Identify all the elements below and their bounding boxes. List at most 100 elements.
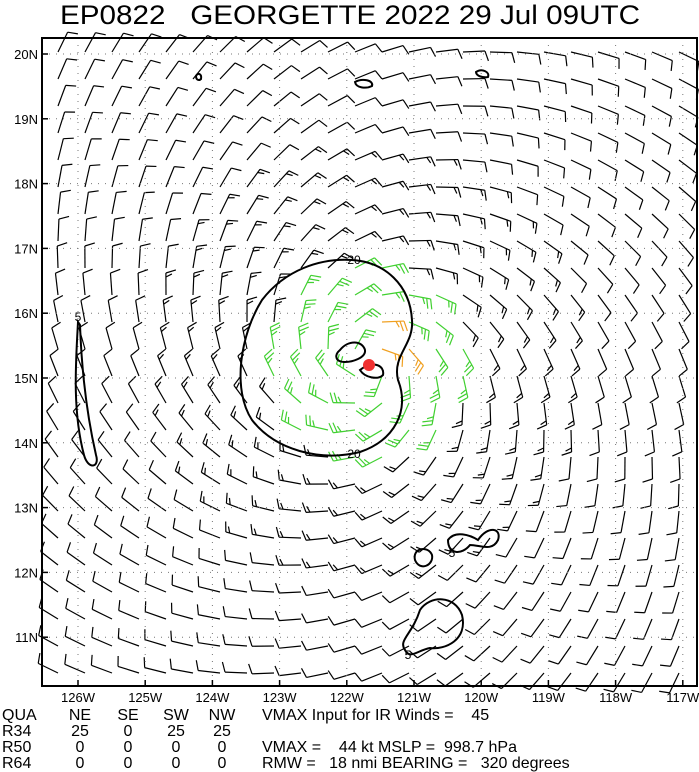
barb-feather xyxy=(178,404,186,414)
barb-feather xyxy=(536,424,547,430)
barb-staff xyxy=(109,273,113,296)
barb-feather xyxy=(522,339,531,349)
barb-staff xyxy=(450,483,464,503)
barb-staff xyxy=(273,144,291,161)
barb-feather xyxy=(212,353,218,360)
barb-feather xyxy=(37,652,41,664)
barb-feather xyxy=(399,291,405,302)
barb-feather xyxy=(147,139,158,142)
barb-staff xyxy=(173,499,194,512)
barb-feather xyxy=(540,420,547,426)
barb-staff xyxy=(489,132,512,137)
barb-feather xyxy=(103,348,113,357)
barb-staff xyxy=(570,132,592,142)
barb-staff xyxy=(198,642,221,647)
barb-feather xyxy=(589,451,600,457)
barb-feather xyxy=(417,495,425,499)
barb-feather xyxy=(674,423,684,431)
barb-feather xyxy=(497,338,505,349)
barb-staff xyxy=(224,671,248,674)
barb-staff xyxy=(641,672,653,693)
barb-feather xyxy=(275,297,287,301)
barb-feather xyxy=(389,466,397,470)
barb-feather xyxy=(477,307,482,318)
barb-feather xyxy=(668,505,679,510)
barb-staff xyxy=(362,429,383,442)
barb-feather xyxy=(644,451,655,457)
barb-feather xyxy=(540,396,551,404)
barb-feather xyxy=(121,85,133,89)
table-cell: R50 xyxy=(2,739,31,756)
barb-feather xyxy=(188,326,195,332)
barb-staff xyxy=(641,645,653,667)
barb-feather xyxy=(291,352,301,361)
barb-feather xyxy=(65,570,70,581)
barb-feather xyxy=(391,417,402,421)
barb-staff xyxy=(678,402,685,425)
barb-staff xyxy=(279,618,302,622)
barb-feather xyxy=(112,242,123,247)
lat-label: 17N xyxy=(14,241,38,256)
barb-feather xyxy=(332,537,339,543)
table-cell: 0 xyxy=(218,739,227,756)
barb-feather xyxy=(289,144,300,151)
barb-staff xyxy=(138,192,145,215)
barb-feather xyxy=(605,636,616,640)
barb-staff xyxy=(592,510,599,533)
barb-feather xyxy=(477,473,485,476)
barb-feather xyxy=(202,433,208,444)
barb-staff xyxy=(416,672,437,686)
barb-feather xyxy=(452,272,456,280)
barb-feather xyxy=(633,637,644,640)
barb-staff xyxy=(514,429,518,452)
barb-feather xyxy=(601,340,610,350)
barb-feather xyxy=(565,447,572,452)
barb-staff xyxy=(462,159,485,163)
barb-feather xyxy=(525,530,537,533)
barb-feather xyxy=(497,528,508,532)
barb-staff xyxy=(202,442,221,458)
barb-feather xyxy=(195,247,203,251)
barb-staff xyxy=(47,383,59,404)
barb-feather xyxy=(360,487,367,493)
barb-feather xyxy=(95,32,106,36)
barb-staff xyxy=(157,355,167,377)
barb-feather xyxy=(557,251,560,259)
barb-feather xyxy=(195,660,199,671)
barb-feather xyxy=(209,381,214,389)
barb-staff xyxy=(651,159,671,174)
barb-feather xyxy=(365,329,377,333)
barb-staff xyxy=(122,468,140,485)
barb-staff xyxy=(111,112,122,134)
barb-feather xyxy=(176,113,188,117)
barb-feather xyxy=(604,662,615,666)
barb-staff xyxy=(246,220,258,242)
barb-feather xyxy=(458,396,469,404)
barb-staff xyxy=(618,537,626,560)
barb-feather xyxy=(251,495,254,506)
barb-feather xyxy=(484,190,487,201)
axis-labels: 20N 19N 18N 17N 16N 15N 14N 13N 12N 11N 126W 125W 12… xyxy=(14,47,699,705)
barb-feather xyxy=(312,227,320,230)
barb-feather xyxy=(402,208,410,218)
barb-feather xyxy=(222,270,233,274)
lon-label: 117W xyxy=(666,690,699,705)
barb-feather xyxy=(576,661,587,666)
barb-staff xyxy=(474,591,491,609)
barb-feather xyxy=(567,420,575,426)
barb-staff xyxy=(354,283,375,296)
barb-staff xyxy=(96,467,113,485)
barb-staff xyxy=(482,456,491,479)
barb-feather xyxy=(275,582,280,594)
barb-staff xyxy=(624,132,645,145)
barb-feather xyxy=(232,141,243,146)
barb-feather xyxy=(118,571,122,583)
barb-staff xyxy=(84,219,88,242)
barb-feather xyxy=(150,431,157,442)
barb-feather xyxy=(180,409,185,417)
table-header: NE xyxy=(69,707,91,724)
barb-feather xyxy=(666,532,677,536)
barb-staff xyxy=(489,105,512,109)
barb-feather xyxy=(589,141,593,152)
barb-feather xyxy=(89,164,101,167)
